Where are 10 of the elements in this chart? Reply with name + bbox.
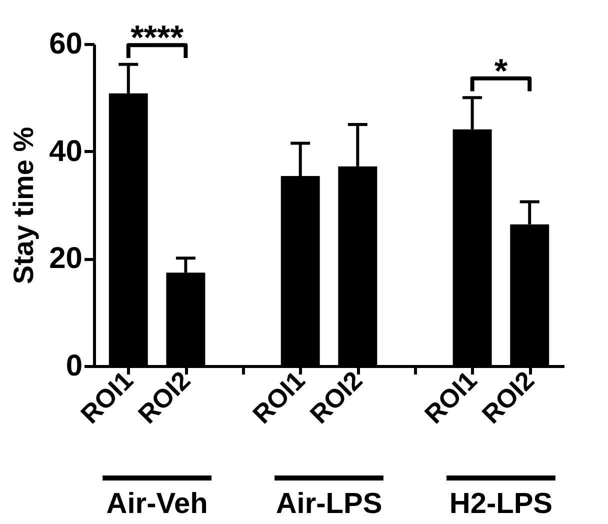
text: Air-LPS (276, 488, 382, 520)
y-axis-title: Stay time % (8, 126, 40, 284)
text: Air-Veh (106, 488, 208, 520)
y-tick-label: 60 (49, 28, 82, 60)
annotation: * (494, 52, 508, 90)
y-tick-label: 0 (66, 350, 82, 382)
y-tick-label: 40 (49, 134, 82, 168)
text: H2-LPS (449, 488, 553, 520)
annotation: **** (130, 19, 184, 58)
y-tick-label: 20 (49, 242, 82, 276)
